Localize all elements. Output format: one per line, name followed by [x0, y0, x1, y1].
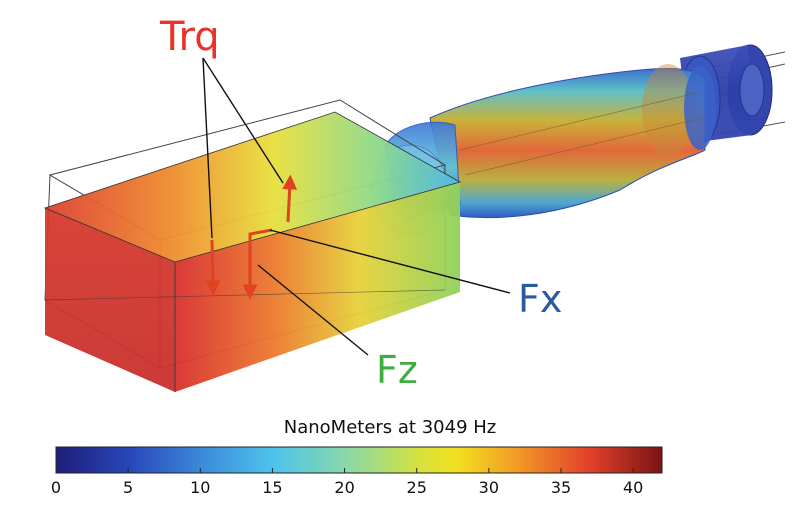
- torque-arrow-up: [282, 174, 298, 223]
- leader-lines: [202, 57, 511, 356]
- force-arrows: [205, 174, 298, 300]
- colorbar-tick-label: 10: [190, 478, 210, 497]
- fz-label: Fz: [376, 348, 418, 392]
- colorbar-tick-label: 40: [623, 478, 643, 497]
- colorbar-tick-label: 25: [407, 478, 427, 497]
- colorbar-tick-label: 0: [51, 478, 61, 497]
- torque-label: Trq: [159, 14, 220, 60]
- colorbar: NanoMeters at 3049 Hz 0 5 10 15 20 25 30 35 40: [51, 417, 663, 497]
- torque-arrow-down: [205, 239, 221, 296]
- colorbar-tick-label: 35: [551, 478, 571, 497]
- colorbar-tick-label: 30: [479, 478, 499, 497]
- colorbar-tick-label: 5: [123, 478, 133, 497]
- colorbar-tick-label: 15: [262, 478, 282, 497]
- colorbar-title: NanoMeters at 3049 Hz: [284, 417, 496, 438]
- colorbar-gradient: [55, 446, 663, 474]
- fx-label: Fx: [518, 277, 562, 321]
- deformed-box: [43, 111, 462, 392]
- fz-arrow: [242, 228, 273, 300]
- colorbar-tick-label: 20: [334, 478, 354, 497]
